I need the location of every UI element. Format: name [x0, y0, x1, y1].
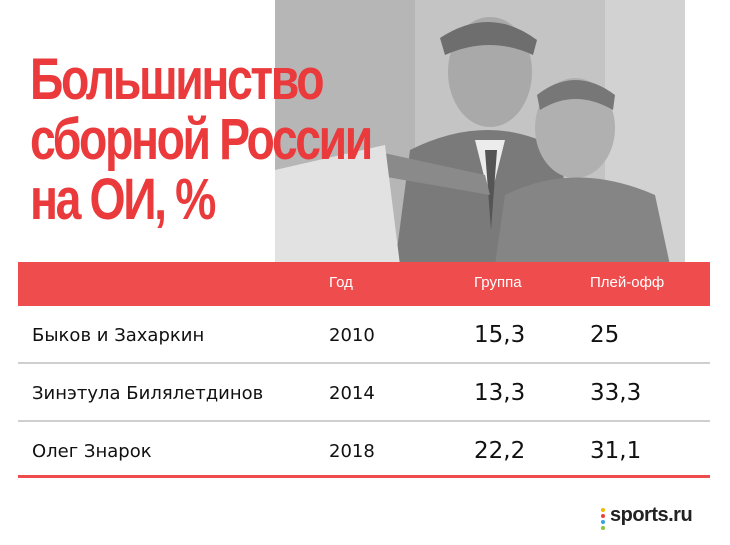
table-row: Олег Знарок 2018 22,2 31,1	[18, 422, 710, 478]
year-cell: 2014	[329, 383, 375, 404]
playoff-cell: 31,1	[590, 438, 642, 464]
coach-name: Быков и Захаркин	[32, 325, 205, 346]
headline-line-2: сборной России	[30, 107, 373, 172]
sports-logo-text[interactable]: sports.ru	[610, 504, 693, 526]
playoff-cell: 33,3	[590, 380, 642, 406]
coach-name: Олег Знарок	[32, 441, 152, 462]
table-row: Зинэтула Билялетдинов 2014 13,3 33,3	[18, 364, 710, 422]
column-header-group: Группа	[474, 274, 522, 291]
group-cell: 13,3	[474, 380, 526, 406]
year-cell: 2018	[329, 441, 375, 462]
table-row: Быков и Захаркин 2010 15,3 25	[18, 306, 710, 364]
column-header-year: Год	[329, 274, 353, 291]
year-cell: 2010	[329, 325, 375, 346]
headline: Большинство сборной России на ОИ, %	[30, 47, 373, 232]
coaches-photo-icon	[275, 0, 685, 265]
headline-line-1: Большинство	[30, 47, 325, 112]
group-cell: 22,2	[474, 438, 526, 464]
photo-graphic	[275, 0, 685, 265]
coach-name: Зинэтула Билялетдинов	[32, 383, 264, 404]
table-header: Год Группа Плей-офф	[18, 262, 710, 306]
column-header-playoff: Плей-офф	[590, 274, 665, 291]
stats-table: Год Группа Плей-офф Быков и Захаркин 201…	[18, 262, 710, 478]
group-cell: 15,3	[474, 322, 526, 348]
sports-logo-dots-icon	[601, 508, 606, 532]
playoff-cell: 25	[590, 322, 620, 348]
headline-line-3: на ОИ, %	[30, 167, 216, 232]
